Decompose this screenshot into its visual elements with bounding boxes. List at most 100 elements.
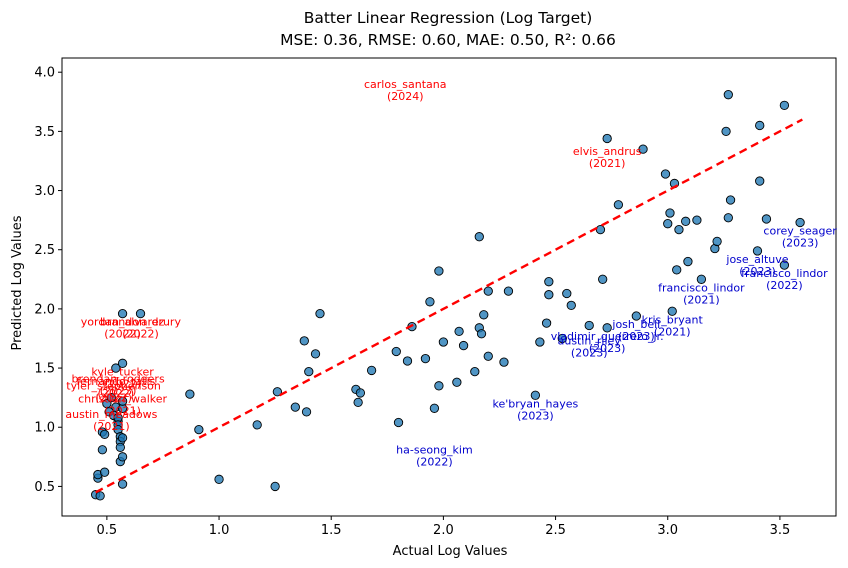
annotation-name: kyle_tucker [91, 365, 154, 378]
fit-line [95, 118, 803, 494]
annotation-year: (2022) [104, 328, 141, 341]
data-point [544, 277, 554, 287]
data-point [458, 340, 469, 351]
annotation-name: ha-seong_kim [396, 443, 473, 456]
annotation-year: (2021) [654, 325, 691, 338]
annotation-year: (2022) [122, 328, 159, 341]
annotation-name: elvis_andrus [573, 145, 642, 158]
data-point [598, 274, 608, 284]
y-tick-label: 1.5 [34, 362, 55, 377]
y-tick-label: 1.0 [34, 421, 55, 436]
data-point [304, 366, 314, 377]
annotation-year: (2021) [93, 420, 130, 433]
data-point [474, 232, 484, 242]
data-point [270, 481, 280, 492]
data-point [683, 256, 693, 267]
data-point [434, 381, 444, 391]
annotation-year: (2023) [571, 347, 608, 360]
chart-subtitle: MSE: 0.36, RMSE: 0.60, MAE: 0.50, R²: 0.… [280, 31, 616, 49]
annotation-name: corey_seager [763, 225, 837, 238]
annotation-year: (2024) [387, 90, 424, 103]
annotation-year: (2023) [100, 384, 137, 397]
data-point [420, 353, 431, 364]
annotation-year: (2021) [104, 405, 141, 418]
x-tick-label: 2.0 [433, 523, 454, 538]
data-point [761, 214, 772, 224]
annotation-name: brandon_drury [100, 316, 181, 329]
annotation-name: austin_riley [558, 335, 622, 348]
annotation-name: yordan_alvarez [81, 316, 165, 329]
data-point [725, 195, 736, 205]
y-axis-title: Predicted Log Values [10, 215, 25, 350]
y-tick-label: 3.5 [34, 125, 55, 140]
annotation-name: brendan_rodgers [71, 372, 164, 385]
data-point [631, 311, 641, 321]
data-point [434, 266, 444, 276]
data-point [584, 320, 594, 331]
data-point [425, 297, 435, 307]
data-point [117, 358, 128, 368]
data-point [602, 133, 612, 144]
data-point [315, 308, 325, 319]
data-point [696, 274, 707, 284]
data-point [483, 351, 493, 361]
x-tick-label: 3.0 [657, 523, 678, 538]
annotation-name: kris_bryant [642, 313, 704, 326]
annotation-year: (2023) [782, 237, 819, 250]
data-point [454, 326, 464, 337]
data-point [562, 288, 572, 299]
data-point [723, 90, 733, 100]
data-point [117, 452, 128, 462]
axes-frame [61, 57, 837, 517]
annotation-name: francisco_lindor [741, 267, 828, 280]
data-point [535, 337, 545, 347]
chart-title: Batter Linear Regression (Log Target) [304, 9, 593, 27]
data-point [503, 286, 514, 296]
data-point [663, 219, 673, 229]
data-point [692, 215, 702, 225]
data-point [135, 308, 146, 319]
data-point [391, 346, 401, 357]
data-point [117, 433, 128, 443]
data-point [665, 208, 675, 218]
annotation-name: francisco_lindor [658, 281, 745, 294]
data-point [353, 397, 363, 408]
y-tick-label: 4.0 [34, 66, 55, 81]
data-point [499, 357, 509, 367]
data-point [366, 365, 377, 376]
data-point [429, 403, 440, 413]
annotation-year: (2023) [517, 409, 554, 422]
plot-area: 0.5 1.0 1.5 2.0 2.5 3.0 3.5 0.5 1.0 1.5 2.0 2.5 3.0 3… [34, 57, 837, 538]
x-tick-label: 0.5 [97, 523, 118, 538]
annotation-year: (2023) [589, 342, 626, 355]
data-point [557, 333, 567, 344]
annotation-name: ke'bryan_hayes [493, 397, 579, 410]
data-point [530, 390, 541, 400]
annotation-year: (2023) [739, 265, 776, 278]
y-tick-label: 2.5 [34, 243, 55, 258]
annotation-name: vladimir_guerrero_jr. [551, 330, 664, 343]
data-point [483, 286, 493, 296]
annotation-name: fernando_tatis [76, 375, 155, 388]
data-point [290, 402, 300, 412]
data-point [115, 442, 125, 453]
data-point [779, 100, 790, 110]
data-point [99, 467, 110, 477]
data-point [355, 388, 366, 398]
data-point [299, 336, 309, 346]
data-point [252, 420, 262, 430]
data-point [470, 366, 480, 377]
data-point [755, 120, 765, 131]
annotation-year: (2022) [98, 387, 135, 400]
data-point [541, 318, 552, 328]
data-point [106, 393, 117, 403]
x-tick-label: 2.5 [545, 523, 566, 538]
data-point [117, 396, 128, 406]
data-point [301, 407, 312, 417]
annotation-name: jose_altuve [725, 253, 788, 266]
data-point [723, 213, 733, 223]
annotation-name: tyler_stephenson [66, 380, 161, 393]
data-point [681, 216, 691, 226]
annotation-name: josh_bell [611, 318, 660, 331]
data-point [272, 387, 283, 397]
